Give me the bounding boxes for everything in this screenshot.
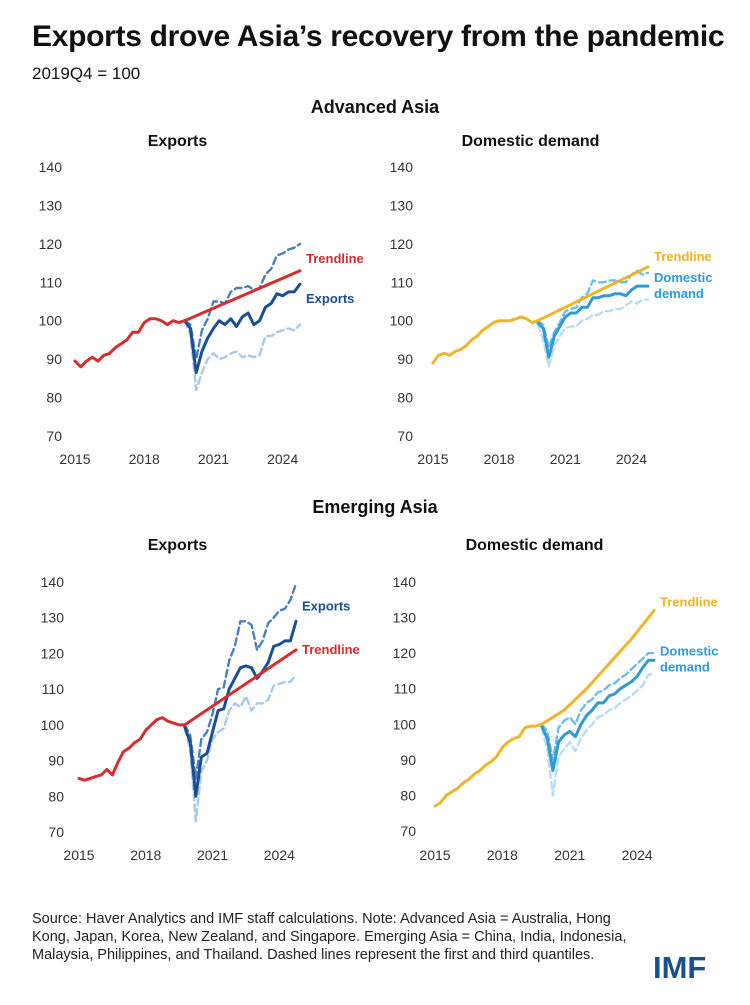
- y-tick-label: 140: [393, 574, 417, 590]
- chart-panel-2: Exports 70 80 90 100 110 120 130 140 2015 2018 2021…: [41, 537, 360, 863]
- y-tick-label: 100: [390, 313, 414, 329]
- x-tick-label: 2018: [487, 847, 518, 863]
- y-tick-label: 130: [390, 197, 414, 213]
- series-line-q1-navy: [183, 319, 302, 392]
- x-tick-label: 2024: [267, 451, 298, 467]
- x-tick-label: 2015: [417, 451, 448, 467]
- chart-panel-0: Exports 70 80 90 100 110 120 130 140 2015 2018 2021…: [39, 133, 364, 467]
- section-title-emerging-asia: Emerging Asia: [312, 497, 438, 517]
- chart-panel-3: Domestic demand 70 80 90 100 110 120 130 140 2015…: [393, 537, 719, 863]
- y-tick-label: 80: [397, 390, 413, 406]
- x-tick-label: 2018: [130, 847, 161, 863]
- imf-logo: IMF: [653, 950, 707, 985]
- series-line-q3-navy: [183, 242, 302, 361]
- series-line-trend-orange: [433, 609, 656, 808]
- x-tick-label: 2018: [129, 451, 160, 467]
- series-line-q1-sky: [536, 298, 650, 368]
- y-tick-label: 70: [397, 428, 413, 444]
- series-label: Domestic: [660, 643, 719, 658]
- y-tick-label: 70: [48, 824, 64, 840]
- y-tick-label: 100: [41, 717, 65, 733]
- series-label: Trendline: [660, 594, 718, 609]
- series-label: Trendline: [654, 249, 712, 264]
- section-title-advanced-asia: Advanced Asia: [310, 97, 440, 117]
- series-label: Trendline: [306, 251, 364, 266]
- x-tick-label: 2015: [63, 847, 94, 863]
- y-tick-label: 120: [393, 645, 417, 661]
- y-tick-label: 120: [39, 236, 63, 252]
- y-tick-label: 120: [390, 236, 414, 252]
- y-tick-label: 100: [393, 716, 417, 732]
- y-tick-label: 130: [41, 610, 65, 626]
- chart-title: Domestic demand: [466, 537, 604, 554]
- y-tick-label: 70: [46, 428, 62, 444]
- y-tick-label: 110: [391, 274, 414, 290]
- series-label: demand: [660, 659, 710, 674]
- x-tick-label: 2015: [59, 451, 90, 467]
- series-line-q3-sky: [540, 651, 656, 762]
- series-line-q3-navy: [183, 582, 298, 780]
- x-tick-label: 2021: [198, 451, 229, 467]
- series-label: Domestic: [654, 270, 713, 285]
- y-tick-label: 120: [41, 645, 65, 661]
- y-tick-label: 110: [40, 274, 63, 290]
- x-tick-label: 2021: [550, 451, 581, 467]
- series-line-median-navy: [183, 282, 302, 375]
- y-tick-label: 110: [394, 681, 417, 697]
- y-tick-label: 90: [397, 351, 413, 367]
- y-tick-label: 130: [393, 610, 417, 626]
- page-subtitle: 2019Q4 = 100: [32, 64, 141, 83]
- source-note: Source: Haver Analytics and IMF staff ca…: [32, 911, 627, 963]
- y-tick-label: 140: [39, 159, 63, 175]
- y-tick-label: 80: [46, 390, 62, 406]
- x-tick-label: 2015: [419, 847, 450, 863]
- y-tick-label: 100: [39, 313, 63, 329]
- chart-panel-1: Domestic demand 70 80 90 100 110 120 130 140 2015…: [390, 133, 713, 467]
- x-tick-label: 2021: [554, 847, 585, 863]
- x-tick-label: 2024: [264, 847, 295, 863]
- series-line-trend-orange: [431, 265, 650, 365]
- y-tick-label: 130: [39, 197, 63, 213]
- series-line-median-sky: [540, 658, 656, 772]
- y-tick-label: 80: [48, 788, 64, 804]
- y-tick-label: 80: [400, 787, 416, 803]
- x-tick-label: 2018: [484, 451, 515, 467]
- x-tick-label: 2021: [197, 847, 228, 863]
- page-title: Exports drove Asia’s recovery from the p…: [32, 20, 725, 53]
- y-tick-label: 90: [400, 752, 416, 768]
- series-line-trend-red: [77, 648, 298, 782]
- series-label: Trendline: [302, 642, 360, 657]
- series-label: Exports: [306, 291, 354, 306]
- series-line-median-navy: [183, 619, 298, 798]
- chart-title: Domestic demand: [462, 133, 600, 150]
- series-line-q1-sky: [540, 673, 656, 797]
- series-line-q1-navy: [183, 673, 298, 823]
- series-label: Exports: [302, 598, 350, 613]
- y-tick-label: 70: [400, 823, 416, 839]
- y-tick-label: 140: [390, 159, 414, 175]
- series-line-median-sky: [536, 284, 650, 359]
- charts-canvas: Exports 70 80 90 100 110 120 130 140 2015 2018 2021…: [39, 133, 719, 863]
- chart-title: Exports: [148, 133, 208, 150]
- y-tick-label: 110: [42, 681, 65, 697]
- chart-title: Exports: [148, 537, 208, 554]
- y-tick-label: 90: [48, 753, 64, 769]
- y-tick-label: 90: [46, 351, 62, 367]
- x-tick-label: 2024: [622, 847, 653, 863]
- series-label: demand: [654, 286, 704, 301]
- y-tick-label: 140: [41, 574, 65, 590]
- series-line-trend-red: [73, 269, 302, 369]
- x-tick-label: 2024: [616, 451, 647, 467]
